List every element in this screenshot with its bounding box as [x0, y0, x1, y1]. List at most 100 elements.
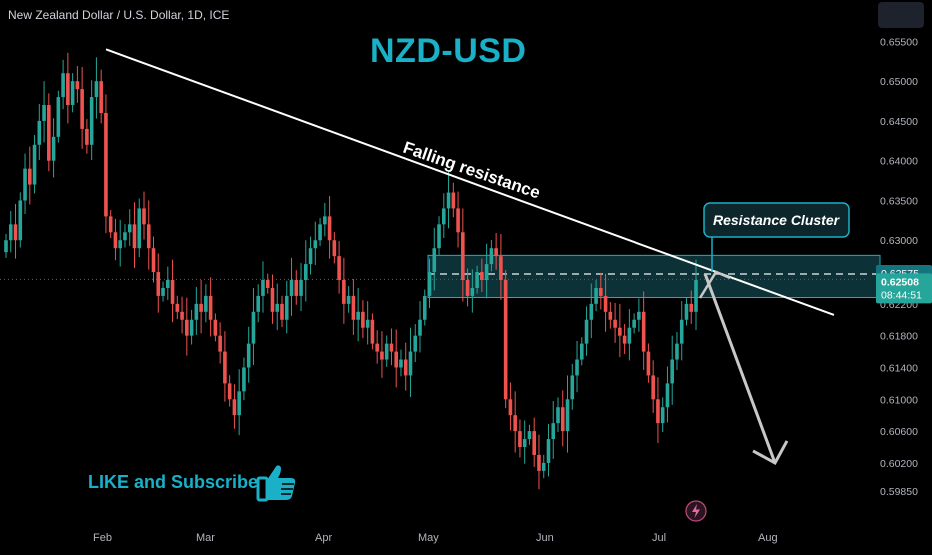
- y-tick-label: 0.65000: [880, 76, 918, 88]
- candle: [294, 270, 299, 305]
- candle: [199, 280, 203, 334]
- candle: [489, 240, 494, 272]
- candle: [299, 263, 303, 312]
- candle: [484, 243, 489, 299]
- y-tick-label: 0.59850: [880, 486, 918, 498]
- candle-body: [242, 367, 246, 392]
- candle: [284, 280, 289, 334]
- candle-body: [351, 295, 356, 320]
- candle: [75, 66, 80, 103]
- candle: [422, 289, 427, 326]
- candle-body: [313, 240, 318, 249]
- candle: [461, 208, 465, 302]
- candle-body: [527, 431, 532, 440]
- candle-body: [56, 97, 61, 137]
- candle: [432, 227, 437, 291]
- candle-body: [551, 423, 556, 440]
- y-tick-label: 0.61000: [880, 394, 918, 406]
- candle: [370, 313, 375, 350]
- candle: [289, 257, 294, 316]
- candle: [375, 330, 379, 364]
- candle-body: [694, 280, 698, 312]
- candle: [123, 224, 127, 248]
- candle-body: [637, 311, 641, 320]
- candle: [142, 191, 146, 240]
- candle: [389, 328, 394, 366]
- candle-body: [503, 280, 508, 400]
- candle: [237, 369, 241, 436]
- candle-body: [232, 399, 237, 416]
- candle: [632, 313, 636, 334]
- candle: [546, 423, 551, 477]
- candle: [99, 69, 103, 124]
- candle: [108, 210, 113, 239]
- candle: [603, 273, 608, 332]
- candle-body: [522, 439, 527, 448]
- candle-body: [679, 319, 684, 344]
- candle-body: [384, 343, 389, 360]
- candle: [622, 324, 627, 355]
- candle-body: [332, 240, 337, 257]
- candle: [246, 326, 251, 383]
- candle-body: [94, 81, 99, 98]
- candle-body: [556, 407, 560, 424]
- candle-body: [104, 112, 108, 217]
- toolbar-button[interactable]: [878, 2, 924, 28]
- candle: [589, 283, 594, 339]
- candle-body: [261, 280, 265, 296]
- candle: [356, 287, 360, 342]
- candle: [365, 301, 370, 345]
- lightning-icon[interactable]: [685, 500, 707, 522]
- candle-body: [508, 399, 513, 416]
- candle: [337, 241, 341, 294]
- y-tick-label: 0.60200: [880, 458, 918, 470]
- candle-body: [89, 97, 94, 145]
- candle: [599, 272, 603, 310]
- candle-body: [346, 295, 351, 304]
- candle: [579, 337, 584, 366]
- candle: [418, 301, 422, 353]
- candle-body: [23, 168, 27, 201]
- candle-body: [660, 407, 665, 424]
- candle: [66, 52, 70, 124]
- candle-body: [494, 248, 498, 257]
- candle-body: [618, 327, 622, 336]
- candle-body: [194, 303, 199, 320]
- candle-body: [280, 303, 284, 320]
- candle-body: [66, 73, 70, 106]
- candle-body: [622, 335, 627, 344]
- candle-body: [475, 272, 479, 288]
- candle-body: [408, 351, 413, 376]
- candle: [694, 259, 698, 331]
- candle-body: [299, 280, 303, 296]
- candle-body: [251, 311, 256, 344]
- candle-body: [608, 311, 613, 320]
- resistance-cluster-box: [703, 202, 850, 238]
- candle-body: [289, 280, 294, 296]
- candle-body: [13, 224, 18, 241]
- candle: [170, 259, 175, 323]
- candle: [608, 301, 613, 329]
- candle: [175, 295, 180, 320]
- candle: [165, 266, 170, 300]
- candle: [18, 192, 23, 248]
- candle: [641, 291, 646, 370]
- candle: [446, 170, 451, 229]
- candle: [584, 306, 589, 356]
- x-tick-label: Apr: [315, 532, 332, 544]
- candle: [37, 104, 42, 160]
- candle: [27, 146, 32, 205]
- candle: [451, 182, 456, 218]
- candle: [503, 270, 508, 409]
- candle: [313, 221, 318, 265]
- candle: [408, 327, 413, 397]
- candle: [679, 301, 684, 361]
- candle-body: [532, 431, 537, 455]
- candle: [151, 236, 156, 283]
- candle: [384, 335, 389, 367]
- x-tick-label: May: [418, 532, 439, 544]
- candle-body: [142, 208, 146, 225]
- candle: [413, 324, 418, 363]
